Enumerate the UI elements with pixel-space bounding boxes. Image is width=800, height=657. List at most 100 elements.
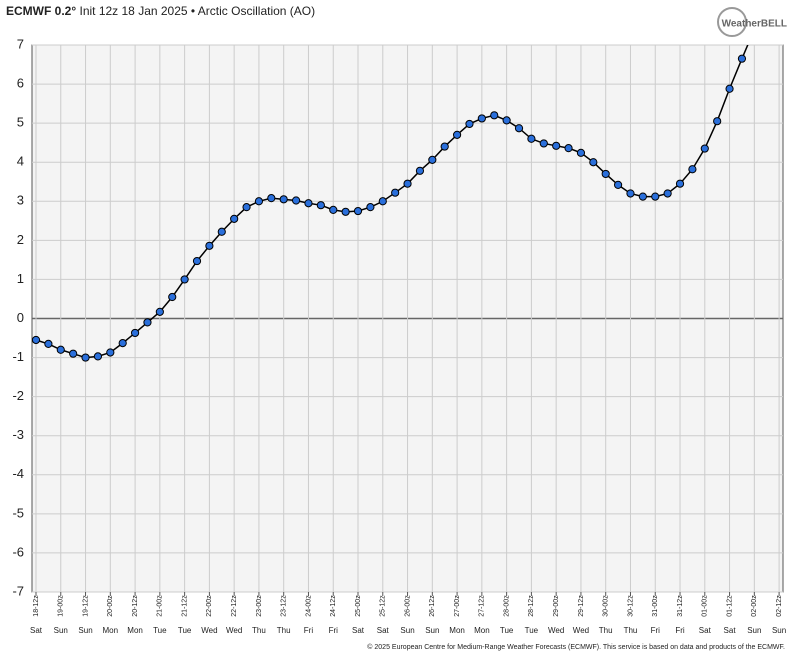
data-point — [130, 328, 140, 338]
y-tick-label: 2 — [17, 232, 24, 247]
data-point — [366, 203, 375, 212]
data-point — [192, 256, 202, 266]
x-tick-label: 30-00z — [603, 595, 610, 617]
x-day-label: Tue — [153, 626, 167, 635]
x-tick-label: 28-00z — [503, 595, 510, 617]
x-tick-label: 02-12z — [776, 595, 783, 617]
y-tick-label: 1 — [17, 271, 24, 286]
data-point — [638, 192, 647, 201]
x-day-label: Tue — [178, 626, 192, 635]
data-point — [353, 206, 363, 216]
x-tick-label: 31-12z — [677, 595, 684, 617]
x-day-label: Sat — [377, 626, 390, 635]
data-point — [700, 144, 709, 153]
data-point — [613, 180, 623, 189]
title-text: Init 12z 18 Jan 2025 • Arctic Oscillatio… — [79, 4, 315, 18]
data-point — [675, 179, 685, 188]
data-point — [242, 203, 251, 212]
x-day-label: Sat — [30, 626, 43, 635]
x-day-label: Thu — [599, 626, 613, 635]
y-tick-label: -3 — [12, 427, 24, 442]
data-point — [564, 144, 573, 153]
x-day-label: Sun — [78, 626, 92, 635]
x-day-label: Tue — [525, 626, 539, 635]
y-tick-label: -5 — [12, 505, 24, 520]
x-tick-label: 30-12z — [627, 595, 634, 617]
data-point — [452, 130, 462, 139]
y-tick-label: 7 — [17, 36, 24, 51]
x-day-label: Mon — [103, 626, 119, 635]
x-tick-label: 31-00z — [652, 595, 659, 617]
y-tick-label: -2 — [12, 388, 24, 403]
x-day-label: Fri — [329, 626, 339, 635]
data-point — [502, 116, 511, 125]
x-tick-label: 25-12z — [380, 595, 387, 617]
data-point — [217, 227, 226, 236]
data-point — [737, 54, 747, 63]
data-point — [267, 194, 276, 203]
x-day-label: Wed — [201, 626, 217, 635]
x-day-label: Thu — [252, 626, 266, 635]
data-point — [69, 349, 78, 358]
data-point — [155, 307, 164, 316]
data-point — [403, 179, 412, 188]
x-tick-label: 29-00z — [553, 595, 560, 617]
y-tick-label: -1 — [12, 349, 24, 364]
y-tick-label: -6 — [12, 544, 24, 559]
x-day-label: Sun — [772, 626, 786, 635]
y-tick-label: -7 — [12, 583, 24, 598]
data-point — [180, 275, 189, 284]
data-point — [56, 345, 65, 354]
y-tick-label: -4 — [12, 466, 24, 481]
x-day-label: Wed — [226, 626, 242, 635]
x-tick-label: 23-00z — [256, 595, 263, 617]
data-point — [725, 84, 734, 93]
x-day-label: Fri — [651, 626, 661, 635]
data-point — [688, 165, 697, 174]
x-tick-label: 20-00z — [107, 595, 114, 617]
x-tick-label: 19-00z — [58, 595, 65, 617]
x-day-label: Sat — [724, 626, 737, 635]
x-day-label: Mon — [127, 626, 143, 635]
x-tick-label: 27-12z — [479, 595, 486, 617]
data-point — [539, 139, 548, 148]
y-tick-label: 6 — [17, 76, 24, 91]
data-point — [341, 207, 350, 216]
x-day-label: Mon — [474, 626, 490, 635]
data-point — [663, 189, 672, 198]
logo-swirl — [717, 7, 747, 37]
x-tick-label: 29-12z — [578, 595, 585, 617]
x-tick-label: 26-12z — [429, 595, 436, 617]
data-point — [576, 148, 586, 157]
series — [32, 45, 749, 362]
x-tick-label: 28-12z — [528, 595, 535, 617]
data-point — [626, 189, 635, 198]
data-point — [329, 205, 338, 214]
model-name: ECMWF 0.2° — [6, 4, 76, 18]
data-point — [291, 196, 301, 205]
data-point — [391, 188, 400, 197]
x-tick-label: 02-00z — [751, 595, 758, 617]
data-point — [527, 134, 536, 143]
data-point — [93, 352, 103, 361]
x-tick-label: 21-00z — [157, 595, 164, 617]
x-day-label: Sun — [54, 626, 68, 635]
x-tick-label: 26-00z — [404, 595, 411, 617]
x-day-label: Sun — [400, 626, 414, 635]
x-day-label: Mon — [449, 626, 465, 635]
x-tick-label: 27-00z — [454, 595, 461, 617]
x-tick-label: 18-12z — [33, 595, 40, 617]
x-tick-label: 24-00z — [305, 595, 312, 617]
x-day-label: Sun — [425, 626, 439, 635]
x-day-label: Thu — [277, 626, 291, 635]
x-tick-label: 20-12z — [132, 595, 139, 617]
data-point — [589, 158, 598, 167]
x-tick-label: 23-12z — [281, 595, 288, 617]
x-day-label: Wed — [573, 626, 589, 635]
x-day-label: Sat — [352, 626, 365, 635]
chart-title: ECMWF 0.2° Init 12z 18 Jan 2025 • Arctic… — [6, 4, 315, 18]
y-tick-label: 5 — [17, 115, 24, 130]
x-tick-label: 01-12z — [726, 595, 733, 617]
y-tick-label: 3 — [17, 193, 24, 208]
